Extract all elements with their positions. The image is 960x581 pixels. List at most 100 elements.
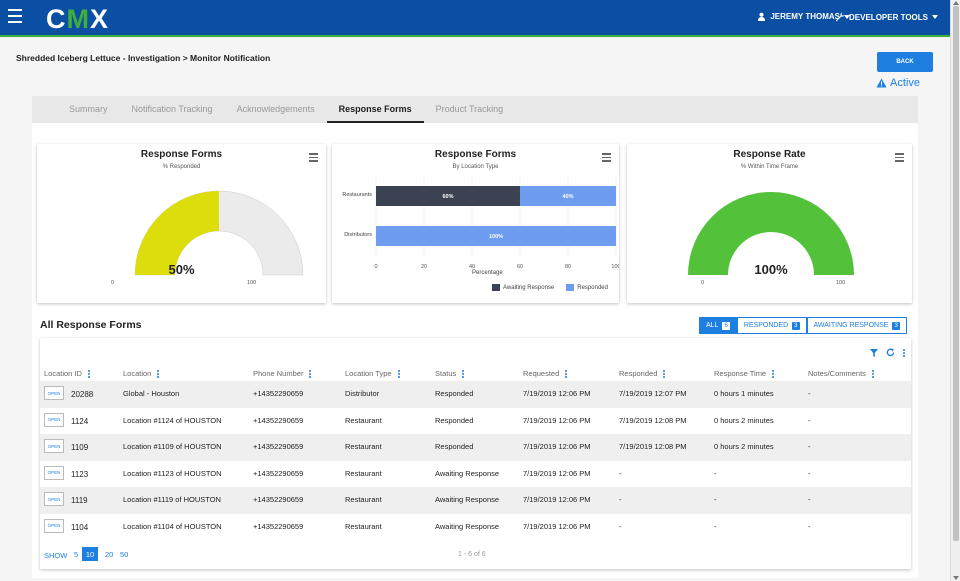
gauge-value: 50% [168, 262, 195, 277]
column-header[interactable]: Location ID [44, 369, 90, 378]
column-menu-icon [871, 369, 874, 378]
chart-menu-icon[interactable] [602, 153, 611, 164]
response-rate-gauge-card: Response Rate % Within Time Frame 100% 0… [627, 144, 912, 303]
status: Responded [435, 442, 474, 451]
user-name: JEREMY THOMAS [770, 12, 840, 21]
notes: - [808, 415, 811, 425]
data-label: 100% [489, 234, 503, 240]
column-header[interactable]: Notes/Comments [808, 369, 874, 378]
location-id: 1109 [71, 443, 89, 452]
filter-awaiting-button[interactable]: AWAITING RESPONSE 3 [806, 317, 907, 334]
open-button[interactable]: OPEN [44, 465, 64, 480]
requested: 7/19/2019 12:06 PM [523, 389, 591, 398]
response-time: - [714, 521, 717, 531]
top-bar: CMX JEREMY THOMAS DEVELOPER TOOLS [0, 0, 950, 37]
kebab-icon[interactable] [903, 349, 905, 357]
location-name: Location #1109 of HOUSTON [123, 442, 222, 451]
status: Awaiting Response [435, 521, 500, 531]
filter-group: ALL 6 RESPONDED 3 AWAITING RESPONSE 3 [699, 317, 907, 334]
location-id: 1123 [71, 469, 89, 479]
page-scrollbar[interactable] [950, 0, 960, 581]
open-button[interactable]: OPEN [44, 412, 64, 427]
column-header[interactable]: Phone Number [253, 369, 312, 378]
column-header[interactable]: Requested [523, 369, 568, 378]
hamburger-icon[interactable] [8, 9, 22, 23]
bar [376, 226, 616, 246]
tab-product-tracking[interactable]: Product Tracking [435, 104, 504, 114]
tab-summary[interactable]: Summary [69, 104, 108, 114]
column-header[interactable]: Location Type [345, 369, 400, 378]
card-title: Response Rate [733, 149, 806, 160]
location-type: Restaurant [345, 442, 382, 451]
column-header[interactable]: Location [123, 369, 160, 378]
open-button[interactable]: OPEN [44, 518, 64, 533]
user-menu[interactable]: JEREMY THOMAS [757, 12, 850, 21]
x-tick-label: 40 [469, 264, 475, 270]
location-id: 20288 [71, 390, 94, 399]
responded: - [619, 495, 622, 504]
column-menu-icon [87, 369, 90, 378]
responded: 7/19/2019 12:08 PM [619, 415, 687, 425]
response-time: - [714, 495, 717, 504]
responded: 7/19/2019 12:08 PM [619, 442, 687, 451]
table-header: Location ID Location Phone Number Locati… [40, 365, 911, 381]
requested: 7/19/2019 12:06 PM [523, 495, 591, 504]
legend-item[interactable]: Responded [566, 284, 608, 291]
back-button[interactable]: BACK [877, 52, 933, 72]
table-row: OPEN 20288 Global - Houston +14352290659… [40, 381, 911, 408]
table-row: OPEN 1109 Location #1109 of HOUSTON +143… [40, 434, 911, 461]
warning-triangle-icon [876, 78, 887, 88]
location-type: Restaurant [345, 415, 382, 425]
chart-menu-icon[interactable] [895, 153, 904, 164]
card-title: Response Forms [140, 149, 223, 160]
status: Responded [435, 389, 474, 398]
scroll-up-icon[interactable] [953, 1, 959, 5]
requested: 7/19/2019 12:06 PM [523, 415, 591, 425]
page-size-5[interactable]: 5 [74, 549, 79, 559]
status: Awaiting Response [435, 468, 500, 478]
page-size-10[interactable]: 10 [82, 547, 98, 561]
bar [520, 186, 616, 206]
column-header[interactable]: Responded [619, 369, 666, 378]
location-id: 1124 [71, 416, 89, 426]
notes: - [808, 495, 811, 504]
filter-all-button[interactable]: ALL 6 [699, 317, 737, 334]
notes: - [808, 442, 811, 451]
requested: 7/19/2019 12:06 PM [523, 468, 591, 478]
open-button[interactable]: OPEN [44, 439, 64, 453]
column-menu-icon [309, 369, 312, 378]
requested: 7/19/2019 12:06 PM [523, 521, 591, 531]
location-type: Restaurant [345, 521, 382, 531]
filter-icon[interactable] [870, 344, 878, 362]
page-size-20[interactable]: 20 [105, 549, 114, 559]
gauge-fill [688, 192, 854, 275]
column-header[interactable]: Status [435, 369, 465, 378]
response-time: 0 hours 2 minutes [714, 415, 774, 425]
tab-notification-tracking[interactable]: Notification Tracking [131, 104, 213, 114]
scroll-down-icon[interactable] [953, 576, 959, 580]
developer-tools-menu[interactable]: DEVELOPER TOOLS [835, 12, 938, 22]
scroll-thumb[interactable] [953, 6, 959, 541]
location-name: Location #1124 of HOUSTON [123, 415, 222, 425]
response-time: 0 hours 2 minutes [714, 442, 774, 451]
location-id: 1104 [71, 522, 89, 532]
gauge-max: 100 [836, 280, 846, 286]
legend-item[interactable]: Awaiting Response [492, 284, 554, 291]
tab-response-forms[interactable]: Response Forms [326, 96, 424, 123]
category-label: Restaurants [342, 192, 372, 198]
phone-number: +14352290659 [253, 468, 304, 478]
location-name: Location #1123 of HOUSTON [123, 468, 222, 478]
chart-menu-icon[interactable] [309, 153, 318, 164]
open-button[interactable]: OPEN [44, 386, 64, 400]
card-subtitle: % Within Time Frame [740, 164, 799, 170]
gauge-chart [688, 192, 854, 275]
tab-acknowledgements[interactable]: Acknowledgements [236, 104, 315, 114]
filter-responded-button[interactable]: RESPONDED 3 [736, 317, 807, 334]
column-header[interactable]: Response Time [714, 369, 775, 378]
open-button[interactable]: OPEN [44, 492, 64, 506]
notes: - [808, 521, 811, 531]
refresh-icon[interactable] [886, 344, 895, 362]
page-size-50[interactable]: 50 [120, 549, 129, 559]
status: Awaiting Response [435, 495, 500, 504]
category-label: Distributors [344, 232, 372, 238]
